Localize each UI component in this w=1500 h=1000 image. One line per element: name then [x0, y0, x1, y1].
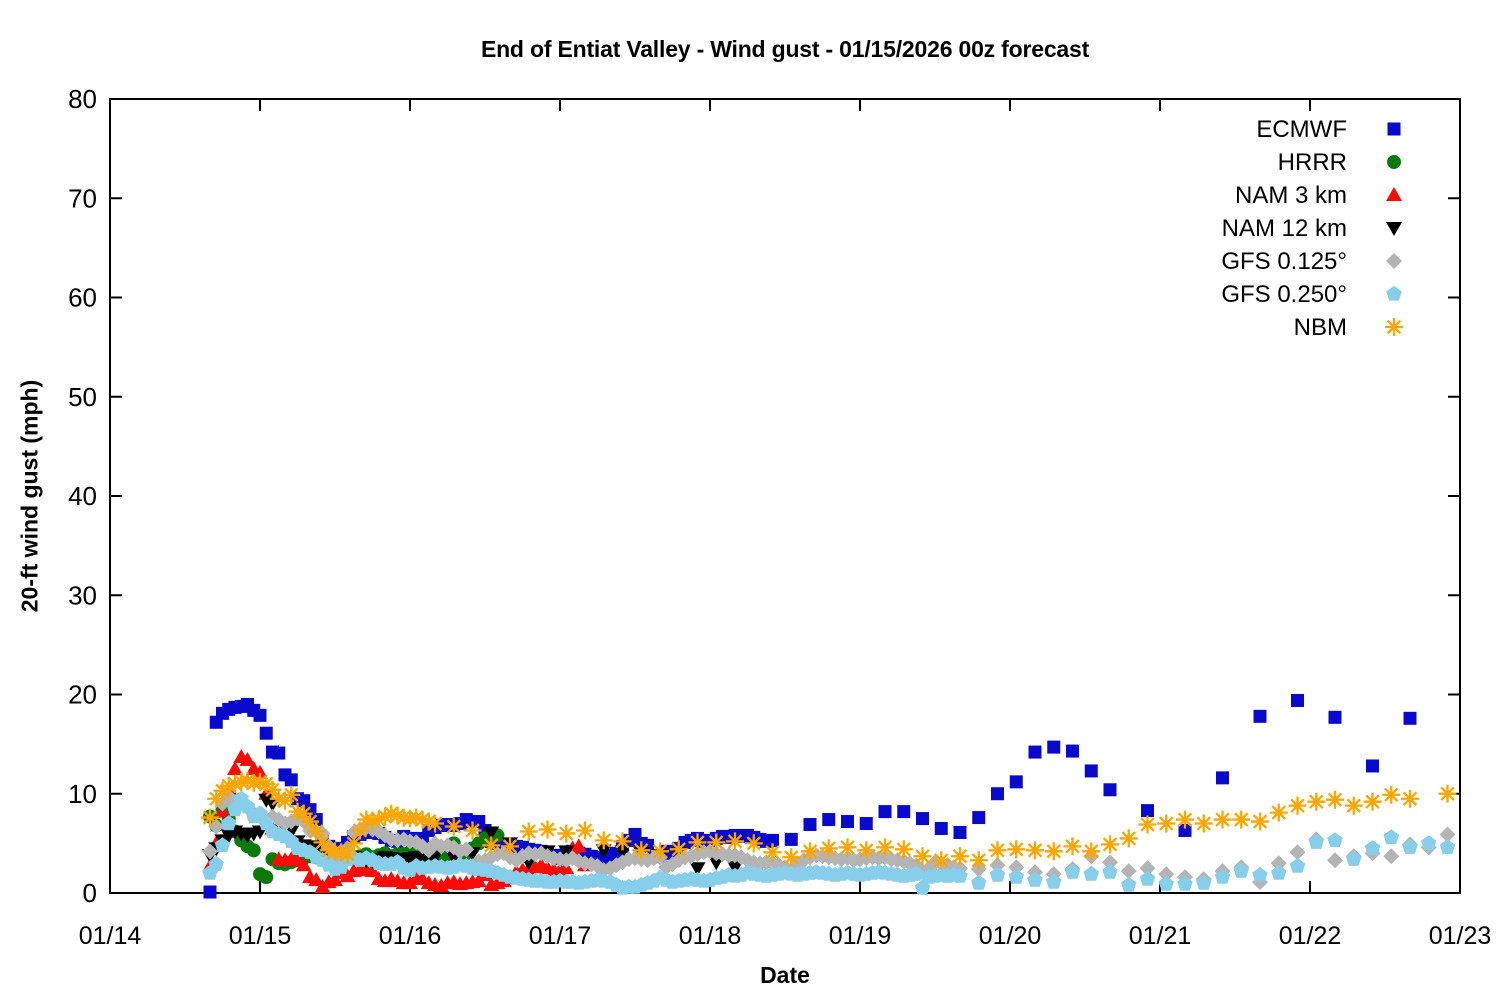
series-gfs125	[202, 788, 1456, 891]
legend-label-gfs250: GFS 0.250°	[1221, 281, 1347, 308]
x-tick-label: 01/19	[829, 922, 892, 950]
legend-marker-nam12	[1386, 222, 1402, 236]
legend-marker-nam3	[1386, 187, 1402, 201]
legend-label-gfs125: GFS 0.125°	[1221, 248, 1347, 275]
y-tick-label: 70	[68, 183, 97, 213]
x-axis-title: Date	[760, 962, 810, 988]
y-tick-label: 40	[68, 481, 97, 511]
x-tick-label: 01/15	[229, 922, 292, 950]
axis-ticks: 01/14 01/15 01/16 01/17 01/18 01/19 01/20 01/21…	[68, 84, 1491, 950]
legend-marker-nbm	[1385, 318, 1403, 336]
legend-label-nam3: NAM 3 km	[1235, 182, 1347, 209]
x-tick-label: 01/17	[529, 922, 592, 950]
series-gfs250	[202, 790, 1456, 895]
series-nam3	[202, 749, 593, 894]
legend-marker-gfs250	[1386, 285, 1402, 301]
x-tick-label: 01/22	[1279, 922, 1342, 950]
y-tick-label: 0	[83, 878, 97, 908]
legend-marker-ecmwf	[1387, 122, 1401, 136]
x-tick-label: 01/21	[1129, 922, 1192, 950]
legend-marker-gfs125	[1386, 253, 1402, 269]
x-tick-label: 01/20	[979, 922, 1042, 950]
y-tick-label: 60	[68, 283, 97, 313]
legend-label-nam12: NAM 12 km	[1222, 215, 1347, 242]
legend: ECMWF HRRR NAM 3 km NAM 12 km GFS 0.125° GFS …	[1221, 116, 1403, 341]
y-tick-label: 10	[68, 779, 97, 809]
legend-label-ecmwf: ECMWF	[1256, 116, 1347, 143]
x-tick-label: 01/23	[1429, 922, 1492, 950]
y-tick-label: 30	[68, 580, 97, 610]
x-tick-label: 01/16	[379, 922, 442, 950]
legend-label-hrrr: HRRR	[1278, 149, 1347, 176]
y-tick-label: 20	[68, 680, 97, 710]
legend-label-nbm: NBM	[1294, 314, 1347, 341]
x-tick-label: 01/14	[79, 922, 142, 950]
y-tick-label: 80	[68, 84, 97, 114]
x-tick-label: 01/18	[679, 922, 742, 950]
series-nbm	[201, 771, 1457, 870]
y-tick-label: 50	[68, 382, 97, 412]
chart-title: End of Entiat Valley - Wind gust - 01/15…	[480, 36, 1090, 62]
legend-marker-hrrr	[1387, 155, 1401, 169]
